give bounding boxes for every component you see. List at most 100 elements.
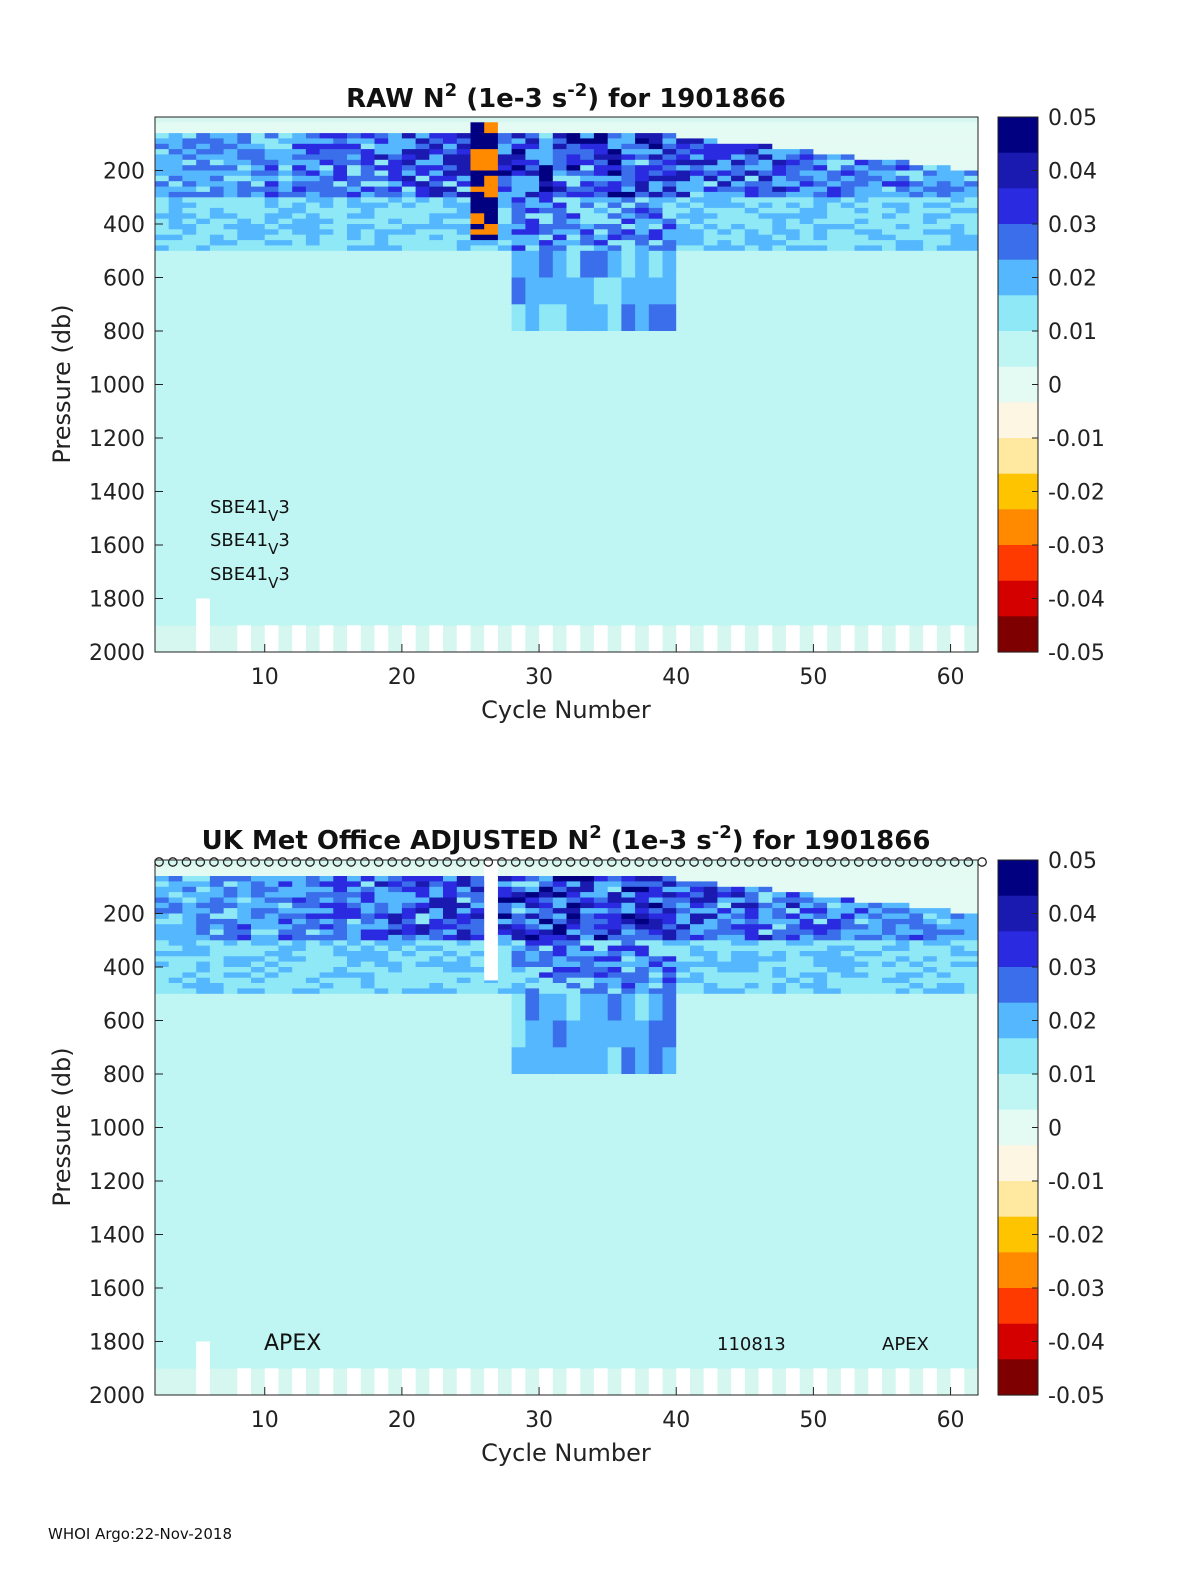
heatmap-cell — [168, 186, 183, 193]
heatmap-cell — [319, 977, 334, 984]
qc-marker — [387, 857, 398, 867]
heatmap-cell — [744, 1314, 759, 1343]
heatmap-cell — [635, 1154, 650, 1182]
heatmap-cell — [731, 464, 746, 493]
missing-data-gap — [593, 1368, 608, 1395]
heatmap-cell — [566, 881, 581, 888]
heatmap-cell — [731, 913, 746, 920]
x-tick-label: 40 — [662, 1408, 690, 1433]
heatmap-cell — [223, 1207, 238, 1236]
missing-data-gap — [429, 625, 444, 652]
heatmap-cell — [895, 197, 910, 204]
heatmap-cell — [552, 175, 567, 182]
heatmap-cell — [168, 977, 183, 984]
heatmap-cell — [621, 240, 636, 246]
heatmap-cell — [497, 1047, 513, 1075]
heatmap-cell — [717, 940, 732, 947]
heatmap-cell — [223, 411, 238, 439]
heatmap-cell — [223, 202, 238, 209]
heatmap-cell — [690, 518, 705, 546]
heatmap-cell — [401, 967, 417, 973]
heatmap-cell — [388, 122, 403, 129]
heatmap-cell — [566, 886, 581, 893]
heatmap-cell — [964, 1100, 979, 1129]
heatmap-cell — [772, 240, 787, 246]
heatmap-cell — [525, 240, 540, 246]
heatmap-cell — [374, 918, 389, 925]
heatmap-cell — [278, 967, 293, 973]
heatmap-cell — [539, 202, 554, 209]
heatmap-cell — [209, 940, 225, 947]
heatmap-cell — [676, 1234, 691, 1262]
heatmap-cell — [580, 886, 595, 893]
heatmap-cell — [497, 1100, 513, 1129]
heatmap-cell — [415, 122, 430, 129]
heatmap-cell — [717, 977, 732, 984]
heatmap-cell — [882, 1181, 897, 1209]
heatmap-cell — [347, 127, 362, 134]
heatmap-cell — [662, 892, 677, 898]
heatmap-cell — [772, 229, 787, 236]
heatmap-cell — [744, 122, 759, 129]
heatmap-cell — [909, 122, 924, 129]
heatmap-cell — [676, 213, 691, 220]
heatmap-cell — [772, 956, 787, 963]
heatmap-cell — [593, 918, 609, 925]
heatmap-cell — [758, 234, 773, 241]
heatmap-cell — [854, 191, 869, 198]
heatmap-cell — [648, 967, 663, 973]
heatmap-cell — [552, 1314, 567, 1343]
heatmap-cell — [525, 1181, 540, 1209]
heatmap-cell — [443, 234, 458, 241]
heatmap-cell — [731, 571, 746, 600]
heatmap-cell — [607, 571, 622, 600]
heatmap-cell — [196, 977, 211, 984]
heatmap-cell — [264, 972, 279, 979]
heatmap-cell — [456, 967, 471, 973]
heatmap-cell — [827, 245, 842, 252]
heatmap-cell — [717, 902, 732, 909]
heatmap-cell — [868, 881, 883, 888]
heatmap-cell — [593, 892, 609, 898]
heatmap-cell — [772, 908, 787, 914]
heatmap-cell — [305, 331, 321, 359]
heatmap-cell — [950, 229, 965, 236]
heatmap-cell — [470, 159, 485, 166]
heatmap-cell — [799, 357, 814, 386]
heatmap-cell — [854, 1020, 869, 1048]
heatmap-cell — [717, 518, 732, 546]
heatmap-cell — [950, 234, 965, 241]
heatmap-cell — [676, 908, 691, 914]
heatmap-cell — [895, 918, 910, 925]
heatmap-cell — [854, 945, 869, 952]
heatmap-cell — [278, 1234, 293, 1262]
heatmap-cell — [799, 331, 814, 359]
heatmap-cell — [401, 1314, 417, 1343]
heatmap-cell — [717, 133, 732, 139]
heatmap-cell — [607, 961, 622, 968]
heatmap-cell — [772, 175, 787, 182]
heatmap-cell — [758, 972, 773, 979]
heatmap-cell — [662, 545, 677, 573]
heatmap-cell — [964, 1314, 979, 1343]
heatmap-cell — [525, 940, 540, 947]
heatmap-cell — [374, 545, 389, 573]
platform-type-label-2: APEX — [882, 1334, 929, 1355]
heatmap-cell — [799, 865, 814, 872]
heatmap-cell — [593, 181, 609, 187]
heatmap-cell — [497, 897, 513, 904]
heatmap-cell — [539, 945, 554, 952]
heatmap-cell — [648, 940, 663, 947]
heatmap-cell — [717, 218, 732, 225]
heatmap-cell — [936, 993, 951, 1022]
heatmap-cell — [662, 331, 677, 359]
heatmap-cell — [374, 250, 389, 279]
heatmap-cell — [484, 207, 499, 214]
y-tick-label: 1400 — [89, 481, 145, 506]
colorbar-segment — [998, 509, 1038, 546]
heatmap-cell — [758, 881, 773, 888]
heatmap-cell — [223, 1261, 238, 1289]
heatmap-cell — [882, 170, 897, 177]
heatmap-cell — [223, 438, 238, 466]
heatmap-cell — [456, 218, 471, 225]
